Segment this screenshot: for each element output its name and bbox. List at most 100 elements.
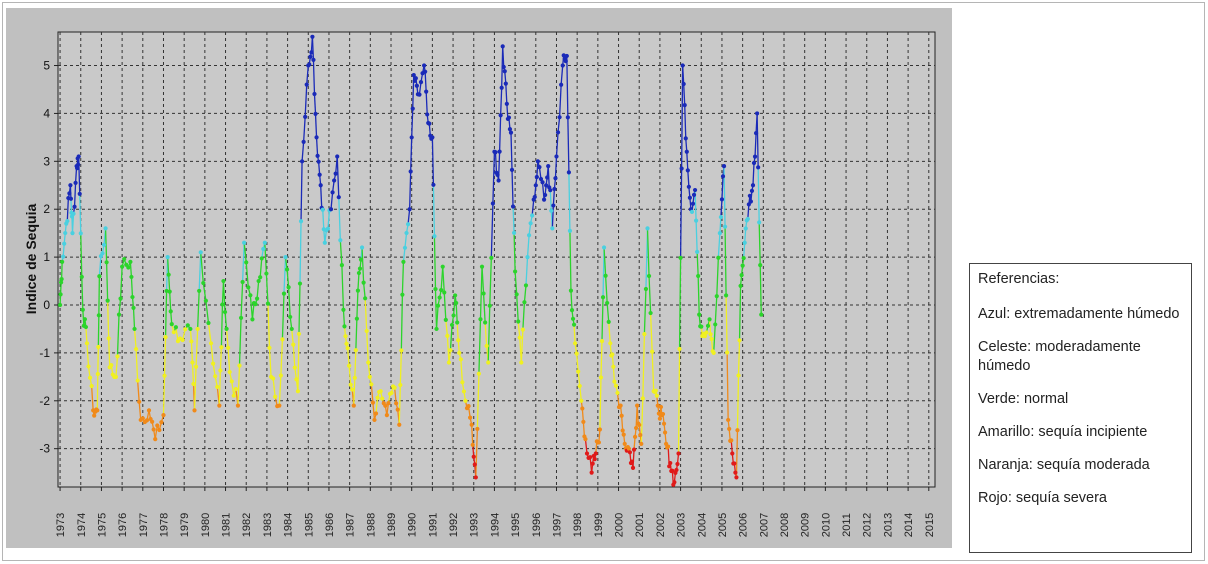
series-segment: [686, 151, 689, 171]
data-point: [344, 341, 349, 346]
series-segment: [758, 222, 761, 266]
series-segment: [212, 363, 216, 377]
x-tick-label: 1986: [324, 513, 336, 537]
legend-item-amarillo: Amarillo: sequía incipiente: [978, 424, 1148, 440]
series-segment: [567, 117, 570, 173]
series-segment: [646, 228, 650, 277]
series-segment: [682, 65, 685, 85]
data-point: [683, 136, 688, 141]
data-point: [548, 188, 553, 193]
series-segment: [649, 313, 653, 352]
x-tick-label: 1999: [593, 513, 605, 537]
data-point: [654, 393, 659, 398]
series-segment: [370, 384, 374, 403]
series-segment: [479, 266, 483, 320]
data-point: [757, 220, 762, 225]
data-point: [226, 345, 231, 350]
data-point: [627, 450, 633, 455]
data-point: [378, 389, 383, 394]
data-point: [653, 388, 658, 393]
data-point: [509, 167, 515, 173]
data-point: [87, 375, 93, 380]
data-point: [161, 413, 166, 418]
x-tick-label: 1983: [262, 513, 274, 537]
data-point: [753, 130, 759, 136]
data-point: [254, 296, 260, 301]
data-point: [79, 274, 84, 280]
series-segment: [311, 36, 315, 60]
data-point: [89, 383, 94, 389]
series-segment: [86, 343, 90, 367]
data-point: [413, 76, 418, 81]
series-segment: [104, 228, 108, 263]
data-point: [579, 398, 584, 403]
legend-item-azul: Azul: extremadamente húmedo: [978, 306, 1180, 322]
data-point: [705, 323, 711, 328]
series-segment: [304, 84, 308, 117]
series-segment: [455, 302, 458, 323]
x-tick-label: 2014: [903, 513, 915, 537]
series-segment: [66, 198, 69, 222]
series-segment: [449, 324, 453, 351]
series-segment: [478, 319, 482, 374]
data-point: [173, 325, 178, 330]
data-point: [355, 288, 361, 293]
data-point: [455, 320, 460, 325]
series-segment: [268, 347, 272, 377]
data-point: [618, 403, 623, 408]
data-point: [201, 280, 206, 286]
data-point: [470, 442, 475, 447]
data-point: [190, 360, 195, 365]
y-tick-label: 4: [43, 106, 50, 120]
data-point: [568, 288, 574, 293]
series-segment: [81, 276, 84, 310]
data-point: [304, 82, 309, 87]
x-tick-label: 1985: [303, 513, 315, 537]
series-segment: [557, 117, 561, 133]
series-segment: [719, 217, 722, 234]
data-point: [709, 336, 714, 342]
series-segment: [225, 328, 229, 348]
series-segment: [513, 232, 516, 272]
series-segment: [684, 105, 687, 139]
data-point: [640, 396, 645, 401]
series-segment: [520, 329, 524, 363]
series-segment: [526, 235, 530, 258]
x-tick-label: 1975: [96, 513, 108, 537]
data-point: [523, 283, 529, 288]
data-point: [601, 245, 607, 250]
y-tick-label: -3: [39, 442, 50, 456]
series-segment: [195, 328, 199, 367]
data-point: [303, 114, 308, 119]
data-point: [711, 350, 716, 355]
data-point: [197, 288, 202, 294]
series-segment: [170, 311, 173, 325]
data-point: [383, 403, 388, 408]
data-point: [473, 475, 478, 480]
series-segment: [411, 108, 414, 138]
data-point: [528, 221, 533, 226]
x-tick-label: 1978: [158, 513, 170, 537]
data-point: [315, 153, 320, 158]
data-point: [215, 384, 220, 389]
data-point: [430, 135, 435, 140]
data-point: [67, 191, 72, 196]
series-segment: [551, 205, 555, 229]
series-segment: [514, 271, 518, 295]
data-point: [295, 389, 301, 394]
data-point: [129, 274, 134, 280]
data-point: [530, 213, 535, 218]
data-point: [544, 183, 549, 188]
x-tick-label: 1976: [117, 513, 129, 537]
data-point: [502, 69, 507, 74]
data-point: [730, 451, 735, 456]
series-segment: [511, 169, 514, 207]
series-segment: [238, 317, 242, 366]
data-point: [106, 336, 111, 341]
series-segment: [744, 228, 747, 243]
data-point: [109, 362, 114, 368]
series-segment: [492, 151, 496, 204]
data-point: [656, 411, 661, 416]
data-point: [185, 323, 190, 328]
series-segment: [490, 203, 494, 258]
